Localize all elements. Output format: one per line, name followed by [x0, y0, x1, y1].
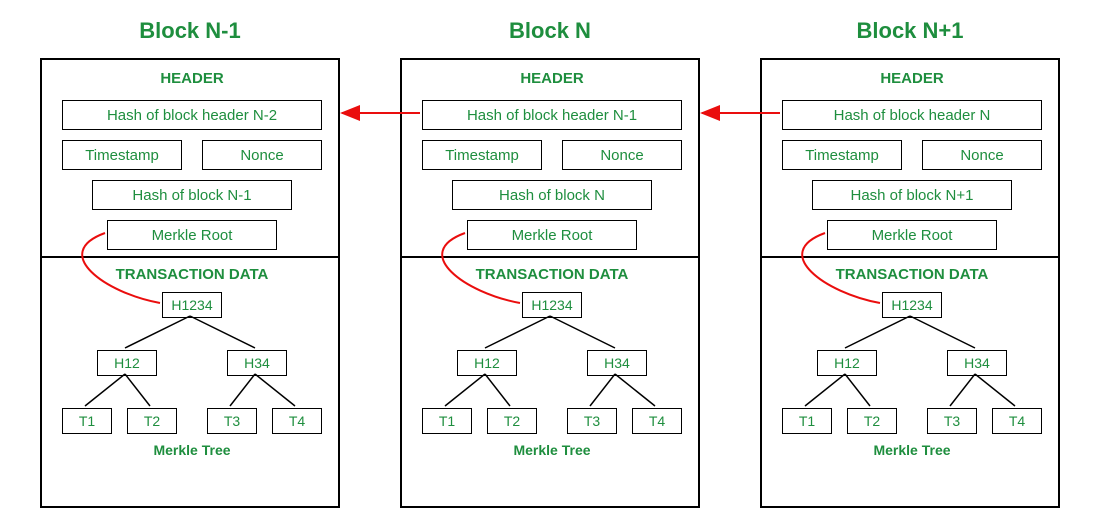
tree-leaf-3: T4 [632, 408, 682, 434]
divider [402, 256, 698, 258]
tx-label: TRANSACTION DATA [42, 266, 342, 283]
block-title-0: Block N-1 [40, 18, 340, 44]
tree-leaf-1: T2 [487, 408, 537, 434]
divider [42, 256, 338, 258]
tree-leaf-2: T3 [567, 408, 617, 434]
tree-root: H1234 [522, 292, 582, 318]
tree-root: H1234 [162, 292, 222, 318]
nonce: Nonce [562, 140, 682, 170]
tree-mid-1: H34 [587, 350, 647, 376]
nonce: Nonce [202, 140, 322, 170]
tree-leaf-0: T1 [422, 408, 472, 434]
tree-mid-0: H12 [97, 350, 157, 376]
tree-mid-1: H34 [227, 350, 287, 376]
divider [762, 256, 1058, 258]
tree-leaf-0: T1 [62, 408, 112, 434]
diagram-canvas: Block N-1 HEADER Hash of block header N-2 T… [0, 0, 1100, 531]
block-title-1: Block N [400, 18, 700, 44]
merkle-tree-label: Merkle Tree [402, 442, 702, 458]
tree-mid-0: H12 [817, 350, 877, 376]
tree-leaf-3: T4 [272, 408, 322, 434]
tree-leaf-1: T2 [847, 408, 897, 434]
timestamp: Timestamp [422, 140, 542, 170]
merkle-tree-label: Merkle Tree [42, 442, 342, 458]
tree-leaf-1: T2 [127, 408, 177, 434]
merkle-root: Merkle Root [467, 220, 637, 250]
block-0: HEADER Hash of block header N-2 Timestamp N… [40, 58, 340, 508]
tree-mid-0: H12 [457, 350, 517, 376]
timestamp: Timestamp [62, 140, 182, 170]
tree-leaf-2: T3 [927, 408, 977, 434]
header-label: HEADER [762, 70, 1062, 87]
tx-label: TRANSACTION DATA [402, 266, 702, 283]
timestamp: Timestamp [782, 140, 902, 170]
block-2: HEADER Hash of block header N Timestamp Non… [760, 58, 1060, 508]
nonce: Nonce [922, 140, 1042, 170]
merkle-tree-label: Merkle Tree [762, 442, 1062, 458]
tree-mid-1: H34 [947, 350, 1007, 376]
hash-prev: Hash of block header N [782, 100, 1042, 130]
merkle-root: Merkle Root [827, 220, 997, 250]
tree-leaf-3: T4 [992, 408, 1042, 434]
tree-root: H1234 [882, 292, 942, 318]
hash-prev: Hash of block header N-1 [422, 100, 682, 130]
merkle-root: Merkle Root [107, 220, 277, 250]
block-title-2: Block N+1 [760, 18, 1060, 44]
header-label: HEADER [42, 70, 342, 87]
hash-self: Hash of block N+1 [812, 180, 1012, 210]
tx-label: TRANSACTION DATA [762, 266, 1062, 283]
header-label: HEADER [402, 70, 702, 87]
hash-self: Hash of block N [452, 180, 652, 210]
hash-self: Hash of block N-1 [92, 180, 292, 210]
hash-prev: Hash of block header N-2 [62, 100, 322, 130]
tree-leaf-0: T1 [782, 408, 832, 434]
tree-leaf-2: T3 [207, 408, 257, 434]
block-1: HEADER Hash of block header N-1 Timestamp N… [400, 58, 700, 508]
